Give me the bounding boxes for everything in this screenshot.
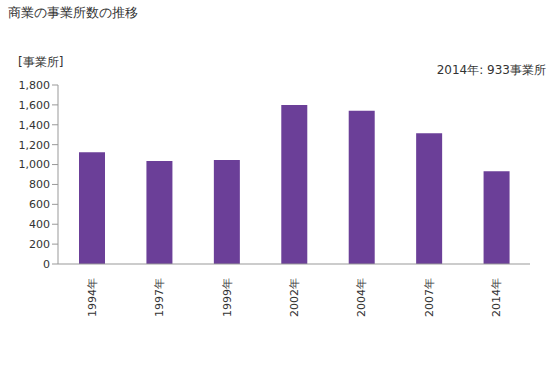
- svg-text:1,600: 1,600: [19, 99, 51, 112]
- html-text:2014年: 933事業所: 2014年: 933事業所: [436, 63, 546, 77]
- html-text:商業の事業所数の推移: 商業の事業所数の推移: [8, 5, 138, 20]
- svg-text:2007年: 2007年: [423, 278, 436, 317]
- svg-text:800: 800: [29, 178, 50, 191]
- svg-text:2002年: 2002年: [288, 278, 301, 317]
- svg-text:1,200: 1,200: [19, 139, 51, 152]
- svg-text:200: 200: [29, 238, 50, 251]
- svg-text:1,800: 1,800: [19, 79, 51, 92]
- svg-text:2014年: 2014年: [490, 278, 503, 317]
- svg-text:1999年: 1999年: [221, 278, 234, 317]
- svg-text:600: 600: [29, 198, 50, 211]
- svg-text:0: 0: [43, 258, 50, 271]
- svg-text:400: 400: [29, 218, 50, 231]
- svg-text:2004年: 2004年: [355, 278, 368, 317]
- svg-text:1,400: 1,400: [19, 119, 51, 132]
- svg-text:1994年: 1994年: [86, 278, 99, 317]
- svg-text:1,000: 1,000: [19, 158, 51, 171]
- html-text:[事業所]: [事業所]: [18, 55, 64, 69]
- svg-text:1997年: 1997年: [153, 278, 166, 317]
